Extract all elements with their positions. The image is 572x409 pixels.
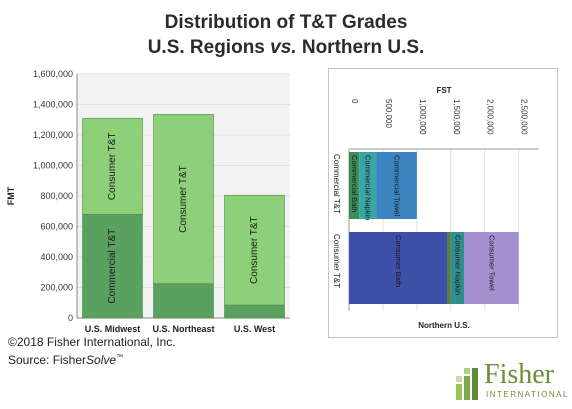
source-prefix: Source: Fisher [8, 353, 87, 367]
group-label: Northern U.S. [418, 321, 470, 330]
y-tick-label: 400,000 [40, 252, 73, 262]
y-tick-label: 1,400,000 [33, 100, 73, 110]
y-tick-label: 0 [68, 313, 73, 323]
title-line-2-vs: vs. [270, 37, 297, 58]
bar-u-s-northeast-commercial-tandt [153, 283, 214, 319]
bar-label-consumer-tandt: Consumer T&T [178, 165, 189, 233]
bar-u-s-midwest-consumer-tandt [82, 117, 143, 215]
footer: ©2018 Fisher International, Inc. Source:… [8, 334, 176, 368]
x-axis-title: FST [436, 86, 451, 95]
x-tick-label: U.S. West [234, 324, 275, 334]
segment-consumer-napkin [450, 232, 465, 304]
x-tick-label: 1,000,000 [418, 99, 427, 135]
segment-label-commercial-bath: Commercial Bath [350, 155, 359, 213]
chart-title: Distribution of T&T Grades U.S. Regions … [0, 10, 572, 60]
segment-label-consumer-napkin: Consumer Napkin [454, 235, 463, 295]
bar-label-consumer-tandt: Consumer T&T [107, 132, 118, 200]
segment-label-commercial-towel: Commercial Towel [393, 155, 402, 216]
source-text: Source: FisherSolve™ [8, 350, 176, 368]
segment-commercial-bath [349, 152, 360, 219]
x-tick-label: 2,000,000 [486, 99, 495, 135]
bar-u-s-midwest-commercial-tandt [82, 214, 143, 319]
x-tick-label: 0 [350, 99, 359, 104]
segment-consumer-tandt-minor [447, 232, 451, 304]
x-tick-label: 500,000 [384, 99, 393, 128]
y-tick-label: 800,000 [40, 191, 73, 201]
source-italic: Solve [86, 353, 117, 367]
copyright-text: ©2018 Fisher International, Inc. [8, 335, 176, 349]
segment-consumer-bath [349, 232, 448, 304]
bar-u-s-northeast-consumer-tandt [153, 114, 214, 284]
y-category-label: Consumer T&T [332, 234, 341, 288]
logo-sub: INTERNATIONAL [486, 390, 569, 399]
bar-u-s-west-commercial-tandt [224, 304, 285, 319]
y-axis-title: FMT [6, 186, 16, 205]
source-tm: ™ [116, 354, 124, 361]
right-horizontal-bar-chart: FST 0 500,000 1,000,000 1,500,000 2,000,000 2,… [332, 86, 539, 330]
title-line-2-c: Northern U.S. [296, 37, 425, 58]
y-tick-label: 1,000,000 [33, 161, 73, 171]
title-line-1: Distribution of T&T Grades [164, 12, 408, 33]
fisher-logo: Fisher INTERNATIONAL [454, 360, 569, 406]
y-tick-label: 1,600,000 [33, 69, 73, 79]
bar-label-consumer-tandt: Consumer T&T [249, 216, 260, 284]
segment-label-consumer-bath: Consumer Bath [394, 235, 403, 287]
x-tick-label: U.S. Midwest [85, 324, 141, 334]
title-line-2-a: U.S. Regions [147, 37, 271, 58]
right-chart-frame: FST 0 500,000 1,000,000 1,500,000 2,000,000 2,… [328, 68, 558, 338]
y-category-label: Commercial T&T [332, 154, 341, 214]
segment-label-consumer-towel: Consumer Towel [488, 235, 497, 291]
logo-mark-icon [456, 368, 478, 400]
segment-commercial-napkin [359, 152, 377, 219]
bar-label-commercial-tandt: Commercial T&T [107, 229, 118, 304]
y-tick-label: 1,200,000 [33, 130, 73, 140]
x-tick-label: U.S. Northeast [152, 324, 214, 334]
left-stacked-bar-chart: 0 200,000 400,000 600,000 800,000 1,000,000 1,… [6, 69, 290, 334]
y-tick-label: 200,000 [40, 283, 73, 293]
bar-u-s-west-consumer-tandt [224, 194, 285, 306]
logo-word: Fisher [484, 359, 554, 390]
x-tick-label: 1,500,000 [452, 99, 461, 135]
segment-label-commercial-napkin: Commercial Napkin [364, 155, 373, 220]
y-tick-label: 600,000 [40, 222, 73, 232]
x-tick-label: 2,500,000 [520, 99, 529, 135]
segment-commercial-towel [376, 152, 417, 219]
segment-consumer-towel [464, 232, 519, 304]
title-line-2: U.S. Regions vs. Northern U.S. [0, 35, 572, 60]
